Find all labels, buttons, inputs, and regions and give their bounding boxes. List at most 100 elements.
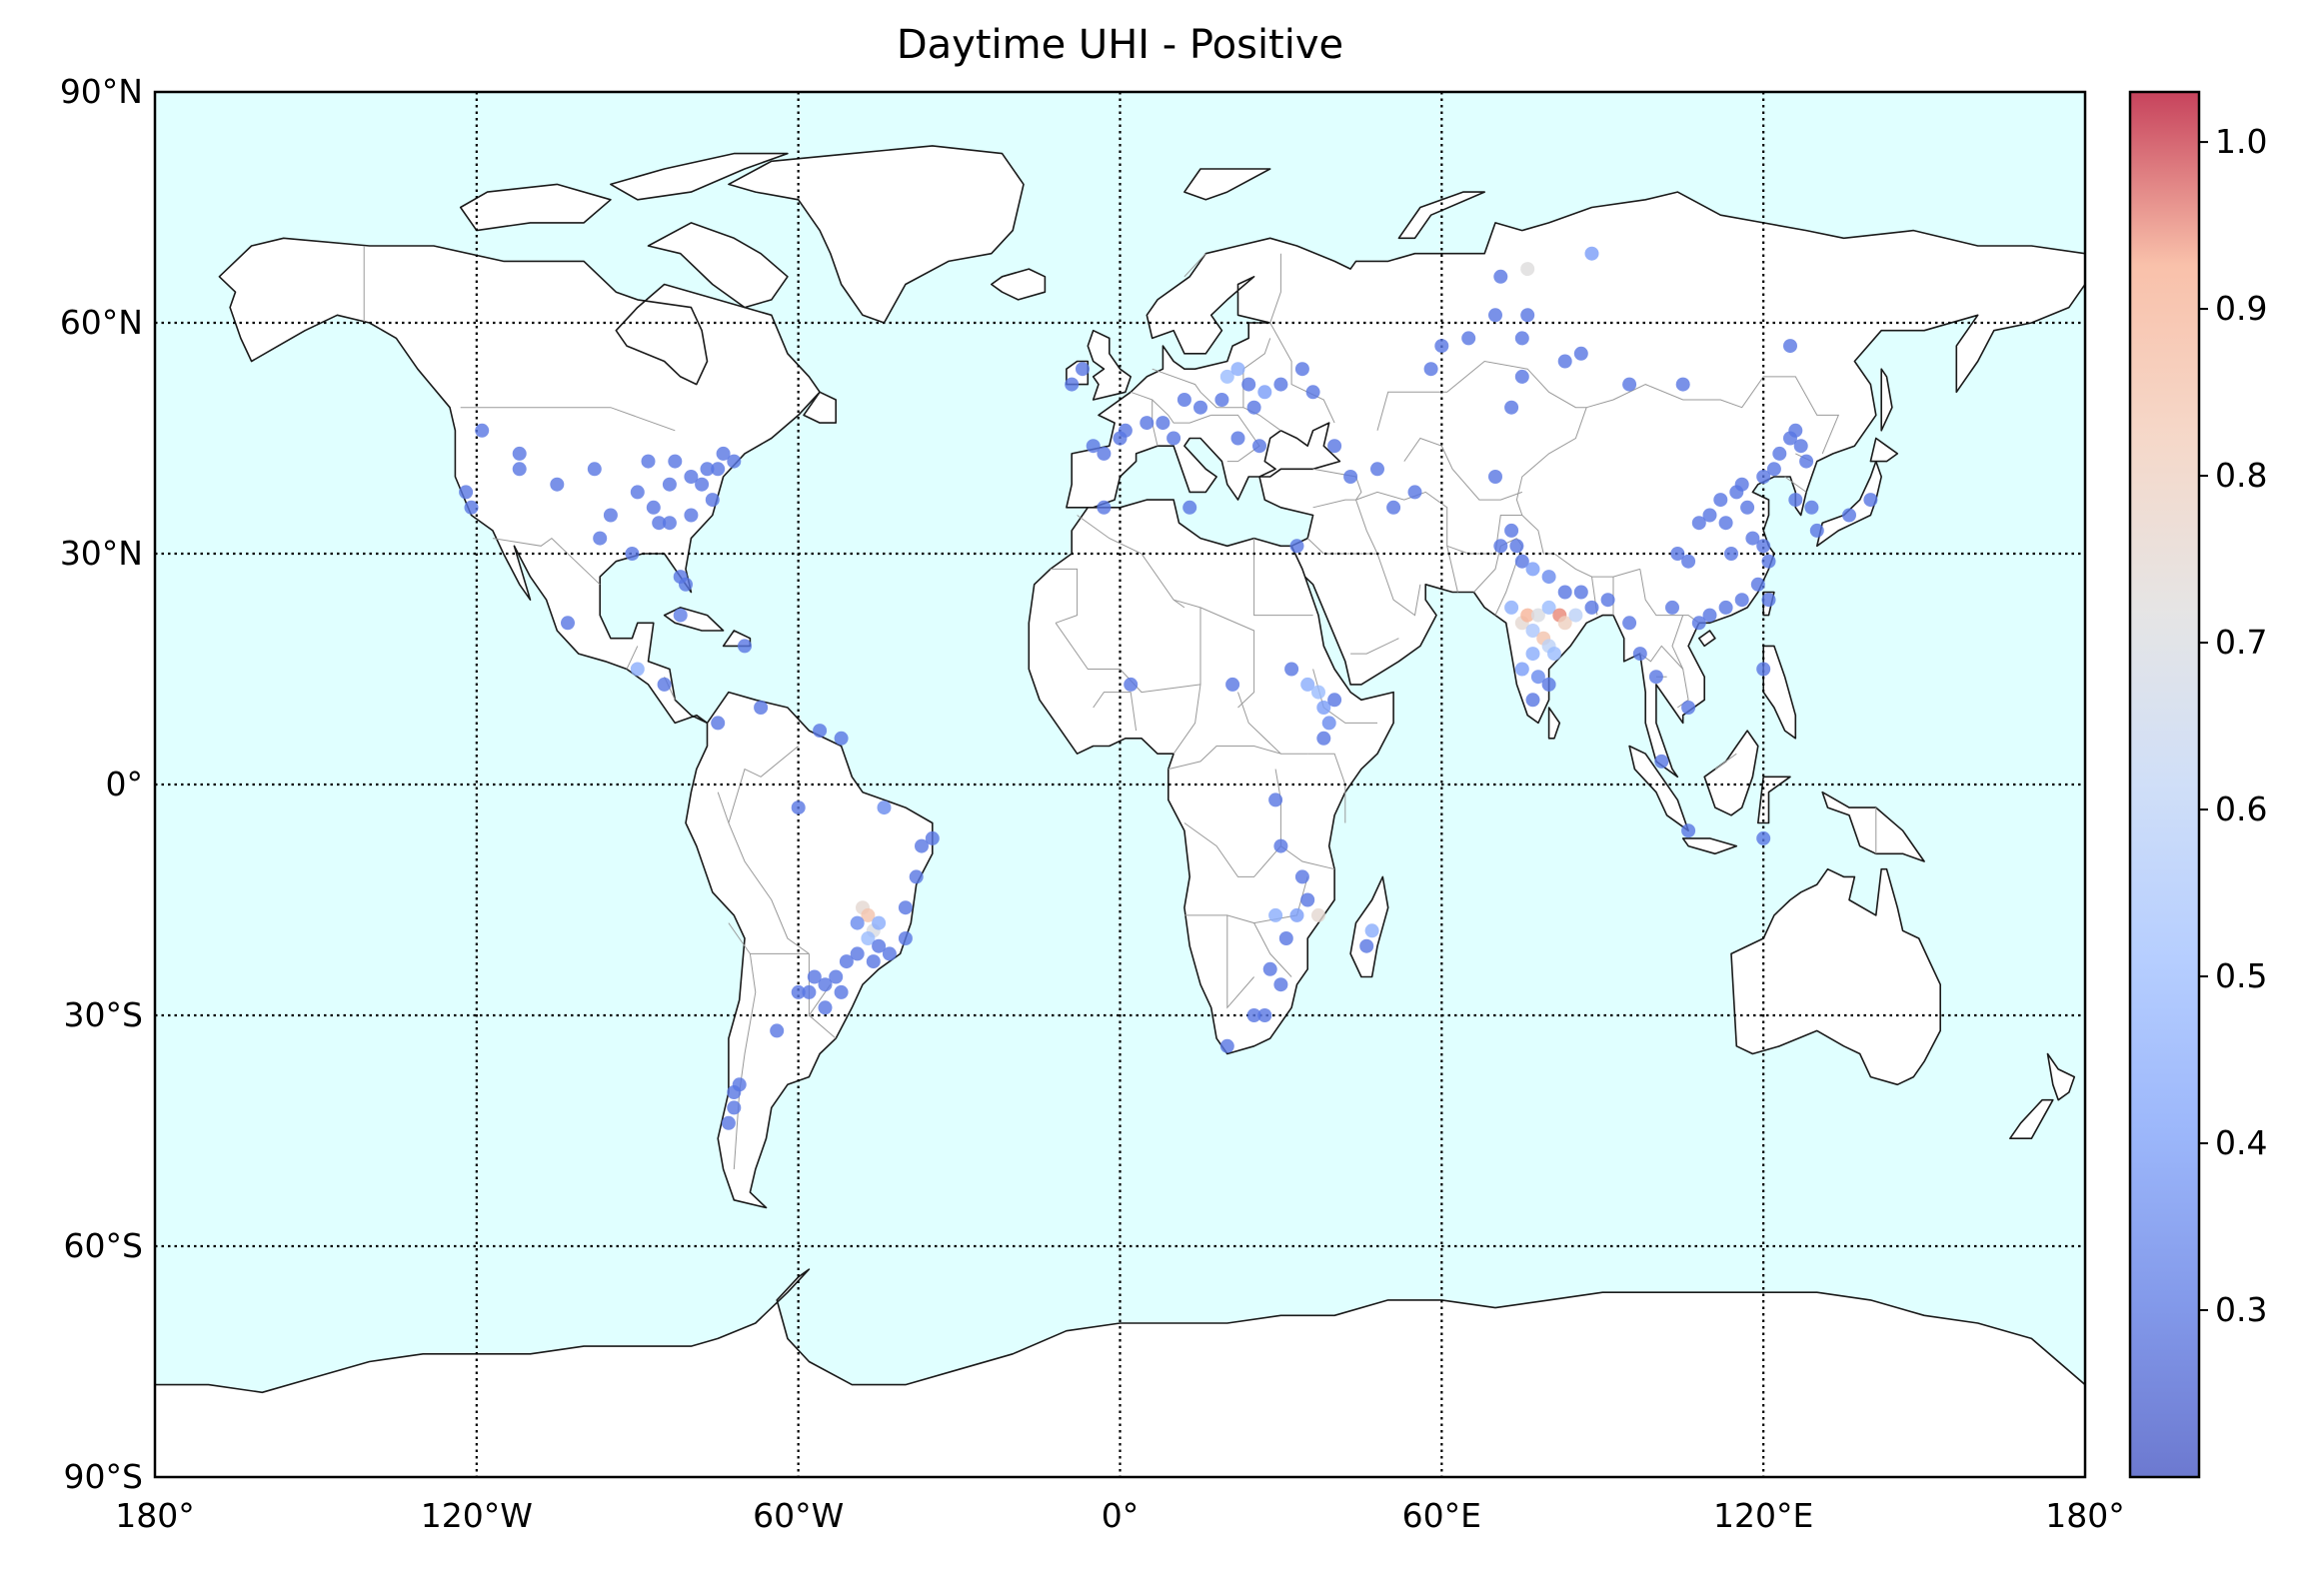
country-border [809, 1014, 837, 1039]
uhi-point [1756, 539, 1771, 554]
uhi-point [1584, 246, 1599, 261]
uhi-point [1316, 701, 1331, 715]
uhi-point [1327, 439, 1342, 454]
uhi-point [1076, 362, 1090, 377]
uhi-point [1681, 823, 1696, 838]
country-borders [363, 246, 1877, 1170]
longitude-label: 120°E [1713, 1496, 1813, 1535]
uhi-point [1525, 693, 1540, 708]
uhi-point [705, 493, 720, 508]
colorbar-tick-label: 0.6 [2215, 789, 2267, 828]
uhi-point [872, 938, 887, 953]
colorbar-tick-label: 0.8 [2215, 456, 2267, 495]
uhi-point [915, 838, 929, 853]
uhi-point [1182, 500, 1197, 515]
country-border [717, 791, 730, 823]
uhi-point [711, 462, 726, 477]
country-border [1312, 468, 1362, 501]
uhi-point [1294, 869, 1309, 884]
uhi-point [1246, 1008, 1261, 1022]
uhi-point [727, 454, 742, 469]
uhi-point [1525, 647, 1540, 662]
uhi-point [872, 915, 887, 930]
uhi-point [1772, 446, 1787, 461]
landmass-sumatra [1628, 745, 1689, 832]
country-border [1376, 360, 1587, 431]
latitude-label: 0° [106, 765, 144, 803]
landmass-arctic-isl-2 [610, 152, 789, 201]
uhi-point [1541, 570, 1556, 585]
uhi-point [464, 500, 479, 515]
uhi-point [550, 477, 565, 492]
uhi-point [1541, 677, 1556, 692]
uhi-point [1584, 600, 1599, 615]
longitude-label: 0° [1102, 1496, 1140, 1535]
longitude-label: 60°E [1402, 1496, 1481, 1535]
uhi-point [1359, 938, 1374, 953]
country-border [1280, 845, 1335, 870]
uhi-point [652, 516, 667, 531]
uhi-point [1156, 416, 1170, 431]
uhi-point [1670, 547, 1685, 561]
uhi-point [1241, 377, 1256, 392]
landmass-new-guinea [1821, 790, 1925, 862]
country-border [1350, 638, 1399, 655]
landmass-arctic-isl-1 [459, 183, 612, 232]
country-border [1093, 692, 1138, 732]
uhi-point [1504, 523, 1519, 538]
uhi-point [1520, 608, 1535, 623]
uhi-point [646, 500, 661, 515]
country-border [1269, 253, 1281, 324]
landmass-greenland [728, 145, 1025, 324]
landmass-borneo [1703, 730, 1759, 816]
latitude-label: 60°N [60, 303, 143, 342]
uhi-point [1665, 600, 1679, 615]
country-border [728, 746, 810, 954]
country-border [1242, 338, 1271, 370]
country-border [1077, 515, 1185, 609]
uhi-point [1863, 493, 1878, 508]
uhi-point [770, 1023, 785, 1038]
landmass-new-zealand-n [2046, 1052, 2076, 1101]
uhi-point [1842, 508, 1856, 523]
uhi-point [1124, 677, 1139, 692]
landmass-sri-lanka [1547, 707, 1561, 740]
country-border [1172, 607, 1201, 755]
uhi-point [1622, 616, 1637, 631]
landmass-svalbard [1183, 168, 1271, 201]
landmass-sakhalin [1880, 368, 1893, 432]
uhi-point [1284, 662, 1299, 677]
uhi-point [1257, 1008, 1272, 1022]
uhi-point [1557, 616, 1572, 631]
country-border [1312, 499, 1356, 509]
landmass-hokkaido [1869, 437, 1899, 463]
uhi-point [1557, 354, 1572, 369]
latitude-label: 60°S [64, 1226, 143, 1265]
uhi-point [1273, 838, 1288, 853]
colorbar-tick-label: 0.4 [2215, 1123, 2267, 1162]
uhi-point [1788, 423, 1803, 438]
uhi-point [727, 1085, 742, 1099]
uhi-point [512, 446, 527, 461]
uhi-point [1230, 431, 1245, 446]
uhi-point [925, 830, 940, 845]
uhi-point [1327, 693, 1342, 708]
uhi-point [1268, 907, 1283, 922]
uhi-point [1525, 562, 1540, 577]
country-border [1473, 538, 1517, 593]
uhi-point [1761, 554, 1776, 569]
uhi-point [1407, 485, 1422, 500]
longitude-labels: 180° 120°W 60°W 0° 60°E 120°E 180° [115, 1496, 2125, 1535]
uhi-point [1262, 961, 1277, 976]
uhi-point [1278, 931, 1293, 945]
map-frame [153, 90, 2087, 1479]
country-border [1131, 391, 1159, 447]
landmass-philippines [1762, 645, 1797, 740]
uhi-point [1370, 462, 1384, 477]
uhi-point [813, 724, 828, 739]
uhi-point [1766, 462, 1781, 477]
uhi-point [791, 800, 806, 815]
country-border [1355, 499, 1378, 555]
country-border [1714, 753, 1737, 771]
uhi-point [1097, 500, 1112, 515]
